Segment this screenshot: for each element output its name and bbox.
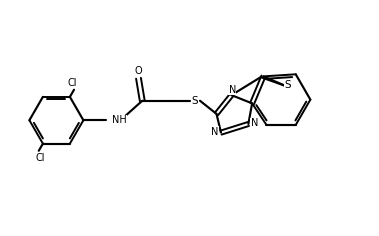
Text: S: S: [285, 80, 291, 90]
Text: O: O: [135, 66, 143, 76]
Text: S: S: [191, 96, 198, 106]
Text: N: N: [211, 127, 219, 137]
Text: Cl: Cl: [67, 78, 77, 88]
Text: Cl: Cl: [36, 153, 45, 163]
Text: NH: NH: [112, 115, 127, 125]
Text: N: N: [251, 118, 258, 128]
Text: N: N: [229, 85, 236, 95]
